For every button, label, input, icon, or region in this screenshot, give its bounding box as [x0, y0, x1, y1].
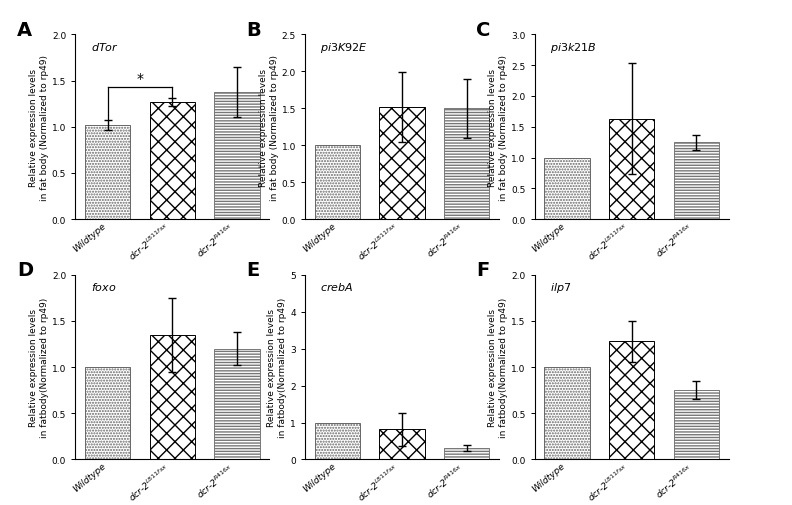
Text: $\it{foxo}$: $\it{foxo}$ — [91, 281, 116, 293]
Text: B: B — [247, 21, 261, 39]
Text: E: E — [247, 261, 260, 279]
Bar — [609, 341, 654, 460]
Text: $\it{dTor}$: $\it{dTor}$ — [91, 41, 119, 53]
Bar — [215, 92, 260, 220]
Y-axis label: Relative expression levels
in fat body (Normalized to rp49): Relative expression levels in fat body (… — [29, 55, 49, 200]
Text: *: * — [136, 72, 143, 86]
Text: $\it{pi3K92E}$: $\it{pi3K92E}$ — [321, 41, 368, 55]
Text: C: C — [477, 21, 491, 39]
Bar — [379, 429, 425, 460]
Text: D: D — [17, 261, 33, 279]
Bar — [215, 349, 260, 460]
Bar — [674, 143, 719, 220]
Bar — [314, 146, 360, 220]
Y-axis label: Relative expression levels
in fatbody(Normalized to rp49): Relative expression levels in fatbody(No… — [267, 297, 287, 437]
Text: $\it{ilp7}$: $\it{ilp7}$ — [550, 281, 572, 295]
Y-axis label: Relative expression levels
in fat body (Normalized to rp49): Relative expression levels in fat body (… — [489, 55, 508, 200]
Text: $\it{pi3k21B}$: $\it{pi3k21B}$ — [550, 41, 597, 55]
Bar — [150, 103, 195, 220]
Bar — [379, 108, 425, 220]
Y-axis label: Relative expression levels
in fat body (Normalized to rp49): Relative expression levels in fat body (… — [259, 55, 279, 200]
Bar — [544, 158, 589, 220]
Bar — [544, 368, 589, 460]
Bar — [85, 126, 130, 220]
Bar — [85, 368, 130, 460]
Text: $\it{crebA}$: $\it{crebA}$ — [321, 281, 354, 293]
Bar — [444, 109, 489, 220]
Bar — [609, 120, 654, 220]
Bar — [444, 448, 489, 460]
Text: F: F — [477, 261, 489, 279]
Y-axis label: Relative expression levels
in fatbody(Normalized to rp49): Relative expression levels in fatbody(No… — [29, 297, 49, 437]
Y-axis label: Relative expression levels
in fatbody(Normalized to rp49): Relative expression levels in fatbody(No… — [489, 297, 508, 437]
Bar — [314, 423, 360, 460]
Bar — [674, 390, 719, 460]
Text: A: A — [17, 21, 32, 39]
Bar — [150, 335, 195, 460]
